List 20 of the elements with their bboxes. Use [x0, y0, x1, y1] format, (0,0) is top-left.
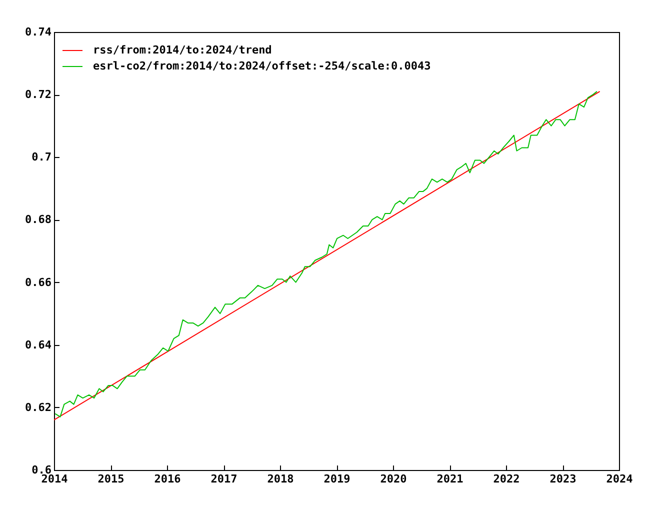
legend-label: rss/from:2014/to:2024/trend [93, 44, 272, 56]
y-tick-label: 0.74 [25, 26, 52, 38]
y-tick-label: 0.68 [25, 213, 52, 226]
x-tick-label: 2014 [41, 472, 68, 486]
x-tick-label: 2017 [210, 472, 238, 486]
x-tick-label: 2021 [436, 472, 464, 486]
y-tick-label: 0.64 [25, 338, 52, 352]
legend-label: esrl-co2/from:2014/to:2024/offset:-254/scale:0.0043 [93, 60, 431, 72]
x-tick-label: 2015 [98, 472, 124, 486]
x-tick-label: 2022 [493, 472, 520, 486]
x-tick-label: 2019 [324, 472, 350, 486]
x-tick-label: 2024 [606, 472, 634, 486]
x-tick-label: 2016 [154, 472, 182, 486]
x-tick-label: 2018 [267, 472, 294, 486]
x-tick-label: 2023 [550, 472, 576, 486]
x-tick-label: 2020 [380, 472, 407, 486]
y-tick-label: 0.62 [25, 400, 52, 414]
y-tick-label: 0.72 [25, 88, 52, 102]
y-tick-label: 0.7 [32, 150, 52, 164]
y-tick-label: 0.66 [25, 276, 52, 289]
